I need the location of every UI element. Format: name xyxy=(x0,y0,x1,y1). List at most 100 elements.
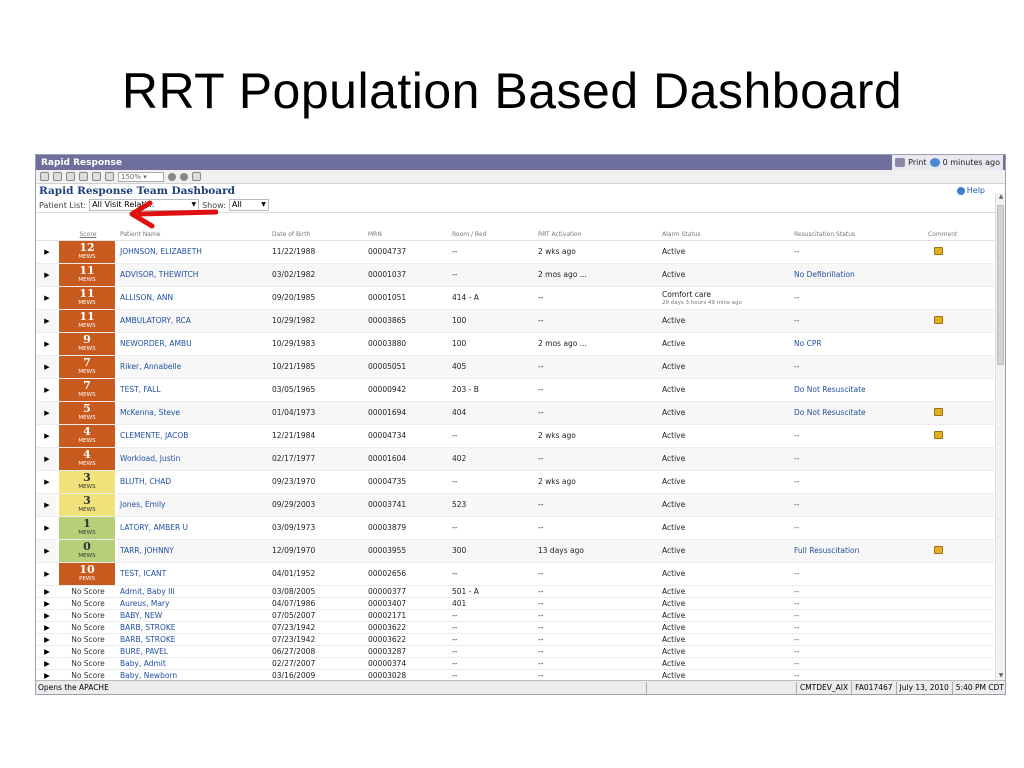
scroll-down-icon[interactable]: ▼ xyxy=(998,672,1004,679)
column-header-room[interactable]: Room / Bed xyxy=(450,229,536,241)
expand-row-icon[interactable]: ▶ xyxy=(36,286,56,310)
refresh-icon[interactable] xyxy=(929,158,940,167)
forward-icon[interactable] xyxy=(180,172,188,181)
score-badge[interactable]: 0 MEWS xyxy=(59,539,115,561)
document-icon[interactable] xyxy=(53,172,62,181)
expand-row-icon[interactable]: ▶ xyxy=(36,609,56,622)
resuscitation-status-link[interactable]: -- xyxy=(792,286,926,310)
table-row[interactable]: ▶ 11 MEWS ADVISOR, THEWITCH 03/02/1982 000010… xyxy=(36,263,994,287)
resuscitation-status-link[interactable]: -- xyxy=(792,657,926,670)
table-row[interactable]: ▶ 5 MEWS McKenna, Steve 01/04/1973 00001694 40… xyxy=(36,401,994,425)
table-row[interactable]: ▶ 0 MEWS TARR, JOHNNY 12/09/1970 00003955 300 1… xyxy=(36,539,994,563)
help-link[interactable]: Help xyxy=(956,186,985,195)
home-icon[interactable] xyxy=(192,172,201,181)
table-row[interactable]: ▶ No Score Baby, Newborn 03/16/2009 00003028… xyxy=(36,669,994,680)
expand-row-icon[interactable]: ▶ xyxy=(36,562,56,586)
table-row[interactable]: ▶ No Score BABY, NEW 07/05/2007 00002171 -- --… xyxy=(36,609,994,622)
score-badge[interactable]: 9 MEWS xyxy=(59,332,115,354)
expand-row-icon[interactable]: ▶ xyxy=(36,263,56,287)
table-row[interactable]: ▶ No Score Aureus, Mary 04/07/1986 00003407 4… xyxy=(36,597,994,610)
expand-row-icon[interactable]: ▶ xyxy=(36,669,56,680)
expand-row-icon[interactable]: ▶ xyxy=(36,645,56,658)
score-badge[interactable]: 10 PEWS xyxy=(59,562,115,584)
comment-icon[interactable] xyxy=(934,246,943,255)
resuscitation-status-link[interactable]: -- xyxy=(792,585,926,598)
score-badge[interactable]: 7 MEWS xyxy=(59,378,115,400)
expand-row-icon[interactable]: ▶ xyxy=(36,597,56,610)
expand-row-icon[interactable]: ▶ xyxy=(36,470,56,494)
resuscitation-status-link[interactable]: Do Not Resuscitate xyxy=(792,401,926,425)
column-header-resuscitation-status[interactable]: Resuscitation Status xyxy=(792,229,926,241)
column-header-alarm-status[interactable]: Alarm Status xyxy=(660,229,792,241)
table-row[interactable]: ▶ No Score BARB, STROKE 07/23/1942 00003622-… xyxy=(36,633,994,646)
expand-row-icon[interactable]: ▶ xyxy=(36,424,56,448)
score-badge[interactable]: 3 MEWS xyxy=(59,493,115,515)
resuscitation-status-link[interactable]: -- xyxy=(792,240,926,264)
expand-row-icon[interactable]: ▶ xyxy=(36,516,56,540)
resuscitation-status-link[interactable]: -- xyxy=(792,470,926,494)
score-badge[interactable]: 1 MEWS xyxy=(59,516,115,538)
table-row[interactable]: ▶ 12 MEWS JOHNSON, ELIZABETH 11/22/1988 00004… xyxy=(36,240,994,264)
expand-row-icon[interactable]: ▶ xyxy=(36,332,56,356)
resuscitation-status-link[interactable]: -- xyxy=(792,309,926,333)
zoom-in-icon[interactable] xyxy=(92,172,101,181)
patient-name-link[interactable]: TARR, JOHNNY xyxy=(118,539,270,563)
expand-row-icon[interactable]: ▶ xyxy=(36,378,56,402)
expand-row-icon[interactable]: ▶ xyxy=(36,309,56,333)
resuscitation-status-link[interactable]: Full Resuscitation xyxy=(792,539,926,563)
comment-icon[interactable] xyxy=(934,545,943,554)
patient-name-link[interactable]: TEST, FALL xyxy=(118,378,270,402)
resuscitation-status-link[interactable]: -- xyxy=(792,355,926,379)
column-header-comment[interactable]: Comment xyxy=(926,229,994,241)
patient-name-link[interactable]: AMBULATORY, RCA xyxy=(118,309,270,333)
table-row[interactable]: ▶ 7 MEWS Riker, Annabelle 10/21/1985 00005051… xyxy=(36,355,994,379)
expand-row-icon[interactable]: ▶ xyxy=(36,657,56,670)
resuscitation-status-link[interactable]: -- xyxy=(792,609,926,622)
table-row[interactable]: ▶ 3 MEWS BLUTH, CHAD 09/23/1970 00004735 -- 2 w… xyxy=(36,470,994,494)
resuscitation-status-link[interactable]: -- xyxy=(792,562,926,586)
table-row[interactable]: ▶ 7 MEWS TEST, FALL 03/05/1965 00000942 203 - … xyxy=(36,378,994,402)
resuscitation-status-link[interactable]: No Defibrillation xyxy=(792,263,926,287)
patient-name-link[interactable]: CLEMENTE, JACOB xyxy=(118,424,270,448)
back-icon[interactable] xyxy=(168,172,176,181)
print-icon[interactable] xyxy=(66,172,75,181)
resuscitation-status-link[interactable]: -- xyxy=(792,597,926,610)
comment-icon[interactable] xyxy=(934,315,943,324)
print-button[interactable]: Print xyxy=(908,158,927,167)
resuscitation-status-link[interactable]: -- xyxy=(792,424,926,448)
patient-name-link[interactable]: Baby, Admit xyxy=(118,657,270,670)
table-row[interactable]: ▶ 11 MEWS AMBULATORY, RCA 10/29/1982 00003865… xyxy=(36,309,994,333)
zoom-select[interactable]: 150% ▾ xyxy=(118,171,164,182)
patient-name-link[interactable]: BLUTH, CHAD xyxy=(118,470,270,494)
score-badge[interactable]: 5 MEWS xyxy=(59,401,115,423)
table-row[interactable]: ▶ 1 MEWS LATORY, AMBER U 03/09/1973 00003879-… xyxy=(36,516,994,540)
patient-name-link[interactable]: JOHNSON, ELIZABETH xyxy=(118,240,270,264)
zoom-out-icon[interactable] xyxy=(105,172,114,181)
patient-name-link[interactable]: NEWORDER, AMBU xyxy=(118,332,270,356)
expand-row-icon[interactable]: ▶ xyxy=(36,539,56,563)
score-badge[interactable]: 4 MEWS xyxy=(59,424,115,446)
column-header-dob[interactable]: Date of Birth xyxy=(270,229,366,241)
print-preview-icon[interactable] xyxy=(79,172,88,181)
score-badge[interactable]: 11 MEWS xyxy=(59,263,115,285)
scroll-thumb[interactable] xyxy=(997,205,1004,365)
score-badge[interactable]: 12 MEWS xyxy=(59,240,115,262)
resuscitation-status-link[interactable]: -- xyxy=(792,669,926,680)
score-badge[interactable]: 11 MEWS xyxy=(59,286,115,308)
resuscitation-status-link[interactable]: -- xyxy=(792,633,926,646)
resuscitation-status-link[interactable]: -- xyxy=(792,516,926,540)
expand-row-icon[interactable]: ▶ xyxy=(36,633,56,646)
patient-name-link[interactable]: Aureus, Mary xyxy=(118,597,270,610)
table-row[interactable]: ▶ 11 MEWS ALLISON, ANN 09/20/1985 00001051 414… xyxy=(36,286,994,310)
table-row[interactable]: ▶ No Score BARB, STROKE 07/23/1942 00003622-… xyxy=(36,621,994,634)
show-select[interactable]: All ▼ xyxy=(228,199,269,211)
patient-name-link[interactable]: Admit, Baby III xyxy=(118,585,270,598)
patient-name-link[interactable]: BARB, STROKE xyxy=(118,621,270,634)
column-header-mrn[interactable]: MRN xyxy=(366,229,450,241)
table-row[interactable]: ▶ No Score BURE, PAVEL 06/27/2008 00003287 --… xyxy=(36,645,994,658)
score-badge[interactable]: 7 MEWS xyxy=(59,355,115,377)
patient-name-link[interactable]: Jones, Emily xyxy=(118,493,270,517)
expand-row-icon[interactable]: ▶ xyxy=(36,240,56,264)
patient-name-link[interactable]: BURE, PAVEL xyxy=(118,645,270,658)
table-row[interactable]: ▶ No Score Baby, Admit 02/27/2007 00000374 --… xyxy=(36,657,994,670)
